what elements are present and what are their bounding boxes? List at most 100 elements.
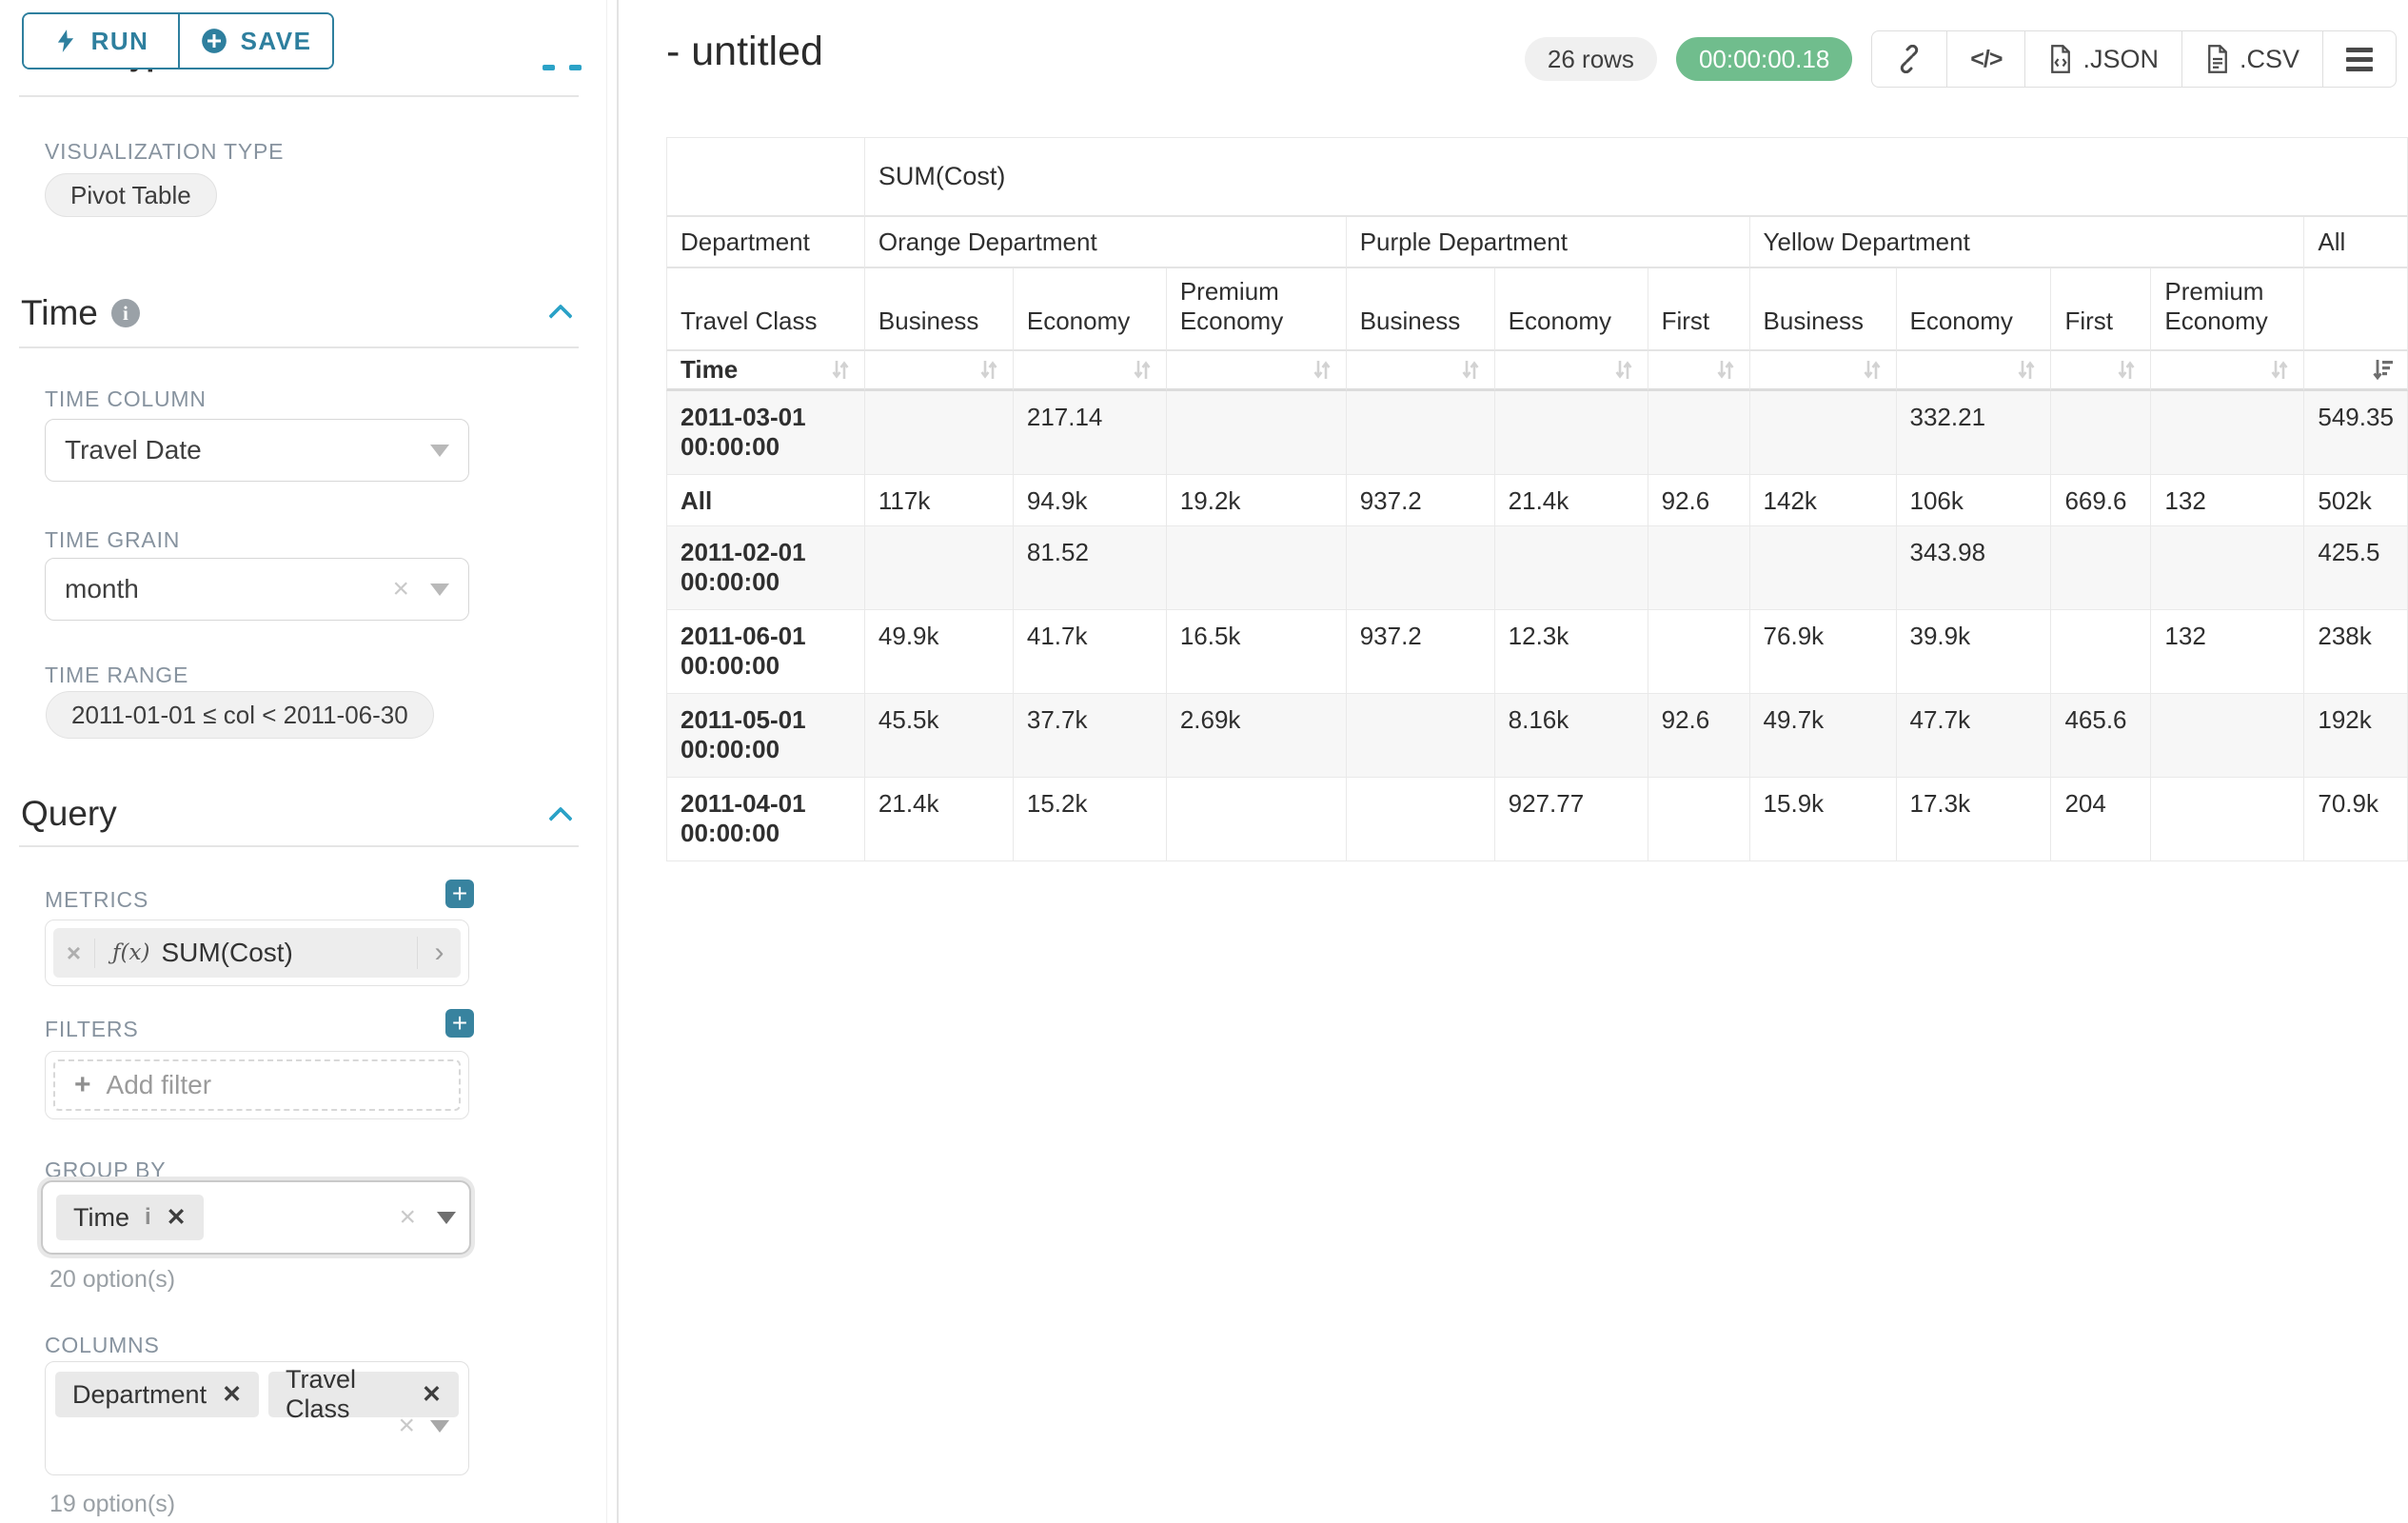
- travel-class-header: First: [1648, 268, 1750, 351]
- sort-header[interactable]: [1014, 351, 1167, 391]
- pivot-cell: [1167, 526, 1347, 610]
- sort-icon: [2269, 357, 2290, 383]
- sort-header[interactable]: [2304, 351, 2408, 391]
- pivot-cell: 16.5k: [1167, 610, 1347, 694]
- pivot-cell: [865, 526, 1014, 610]
- divider: [19, 845, 579, 847]
- pivot-cell: 106k: [1897, 475, 2052, 526]
- run-button[interactable]: RUN: [24, 14, 178, 68]
- row-count-badge: 26 rows: [1525, 37, 1657, 81]
- pivot-cell: 132: [2151, 475, 2304, 526]
- info-icon[interactable]: i: [111, 299, 140, 327]
- group-by-pill[interactable]: Time i ✕: [56, 1195, 204, 1240]
- table-row: 2011-06-01 00:00:0049.9k41.7k16.5k937.21…: [666, 610, 2408, 694]
- chevron-right-icon[interactable]: ›: [417, 937, 461, 969]
- panel-divider: [606, 0, 607, 1523]
- clear-icon[interactable]: ×: [399, 1203, 416, 1232]
- add-filter-plus-button[interactable]: +: [445, 1009, 474, 1038]
- sort-header[interactable]: [1495, 351, 1648, 391]
- divider: [19, 95, 579, 97]
- page-title[interactable]: - untitled: [666, 29, 823, 75]
- export-csv-button[interactable]: .CSV: [2181, 30, 2323, 88]
- pivot-cell: 21.4k: [865, 778, 1014, 861]
- pivot-cell: 49.9k: [865, 610, 1014, 694]
- add-filter-button[interactable]: + Add filter: [53, 1059, 461, 1111]
- sort-icon: [1715, 357, 1736, 383]
- pivot-table-wrap: SUM(Cost)DepartmentOrange DepartmentPurp…: [666, 137, 2408, 861]
- pivot-cell: 47.7k: [1897, 694, 2052, 778]
- pivot-cell: 49.7k: [1750, 694, 1897, 778]
- plus-icon: +: [74, 1069, 91, 1101]
- pivot-cell: [1750, 391, 1897, 475]
- export-json-button[interactable]: .JSON: [2024, 30, 2182, 88]
- columns-pill[interactable]: Travel Class ✕: [268, 1372, 459, 1417]
- save-button[interactable]: SAVE: [178, 14, 332, 68]
- embed-code-button[interactable]: </>: [1946, 30, 2025, 88]
- more-menu-button[interactable]: [2322, 30, 2397, 88]
- pivot-cell: 12.3k: [1495, 610, 1648, 694]
- chevron-up-icon[interactable]: [550, 803, 571, 824]
- sort-header[interactable]: [865, 351, 1014, 391]
- time-grain-label: TIME GRAIN: [45, 527, 180, 553]
- columns-label: COLUMNS: [45, 1333, 160, 1358]
- pivot-cell: 502k: [2304, 475, 2408, 526]
- group-by-select[interactable]: Time i ✕ ×: [41, 1180, 471, 1255]
- time-sort-header[interactable]: Time: [666, 351, 865, 391]
- table-row: 2011-02-01 00:00:0081.52343.98425.5: [666, 526, 2408, 610]
- pivot-cell: [865, 391, 1014, 475]
- remove-icon[interactable]: ✕: [222, 1380, 242, 1409]
- time-range-pill[interactable]: 2011-01-01 ≤ col < 2011-06-30: [46, 691, 434, 739]
- pivot-cell: 76.9k: [1750, 610, 1897, 694]
- chevron-up-icon[interactable]: [550, 301, 571, 322]
- columns-pill[interactable]: Department ✕: [55, 1372, 259, 1417]
- sort-header[interactable]: [2151, 351, 2304, 391]
- travel-class-header: Business: [865, 268, 1014, 351]
- collapse-icon[interactable]: [543, 65, 555, 70]
- result-toolbar: 26 rows 00:00:00.18 </> .JSON: [1525, 30, 2397, 88]
- columns-options-count: 19 option(s): [49, 1491, 175, 1518]
- clear-icon[interactable]: ×: [398, 1412, 415, 1440]
- columns-select[interactable]: Department ✕ Travel Class ✕ ×: [45, 1361, 469, 1475]
- sort-header[interactable]: [1897, 351, 2052, 391]
- pivot-cell: 81.52: [1014, 526, 1167, 610]
- table-row: 2011-04-01 00:00:0021.4k15.2k927.7715.9k…: [666, 778, 2408, 861]
- sort-header[interactable]: [1648, 351, 1750, 391]
- pivot-cell: [1347, 526, 1495, 610]
- sort-icon: [1132, 357, 1153, 383]
- sort-header[interactable]: [2051, 351, 2151, 391]
- pivot-row-label: 2011-06-01 00:00:00: [666, 610, 865, 694]
- pivot-cell: [2151, 778, 2304, 861]
- metric-pill[interactable]: × ƒ(x) SUM(Cost) ›: [53, 928, 461, 978]
- info-icon[interactable]: i: [145, 1204, 151, 1231]
- sort-header[interactable]: [1167, 351, 1347, 391]
- pivot-row-label: 2011-05-01 00:00:00: [666, 694, 865, 778]
- pivot-cell: [2151, 694, 2304, 778]
- sort-icon: [830, 357, 851, 383]
- time-column-select[interactable]: Travel Date: [45, 419, 469, 482]
- caret-down-icon: [430, 445, 449, 457]
- collapse-icon[interactable]: [569, 65, 582, 70]
- clear-icon[interactable]: ×: [392, 575, 409, 603]
- pivot-cell: 204: [2051, 778, 2151, 861]
- pivot-cell: 425.5: [2304, 526, 2408, 610]
- time-section-title: Time i: [21, 293, 140, 333]
- code-icon: </>: [1970, 46, 2002, 73]
- travel-class-header: Premium Economy: [2151, 268, 2304, 351]
- pivot-cell: 937.2: [1347, 610, 1495, 694]
- time-column-label: TIME COLUMN: [45, 386, 207, 412]
- remove-icon[interactable]: ✕: [167, 1203, 187, 1232]
- time-grain-select[interactable]: month ×: [45, 558, 469, 621]
- travel-class-header: Premium Economy: [1167, 268, 1347, 351]
- viz-type-pill[interactable]: Pivot Table: [45, 173, 217, 217]
- pivot-cell: [1648, 391, 1750, 475]
- pivot-cell: [1648, 778, 1750, 861]
- add-metric-button[interactable]: +: [445, 880, 474, 908]
- sort-icon: [1613, 357, 1634, 383]
- pivot-row-label: 2011-02-01 00:00:00: [666, 526, 865, 610]
- remove-icon[interactable]: ✕: [422, 1380, 442, 1409]
- sort-header[interactable]: [1750, 351, 1897, 391]
- copy-link-button[interactable]: [1871, 30, 1947, 88]
- sort-icon: [978, 357, 999, 383]
- remove-metric-icon[interactable]: ×: [53, 939, 95, 968]
- sort-header[interactable]: [1347, 351, 1495, 391]
